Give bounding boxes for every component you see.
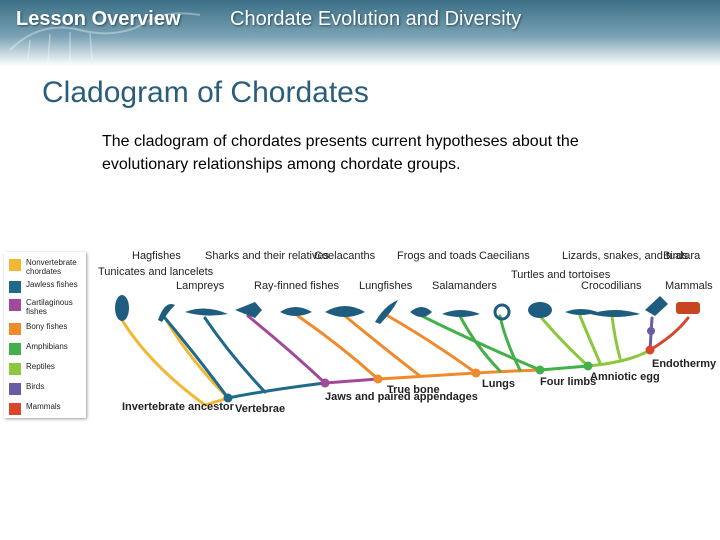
node-birds xyxy=(647,327,655,335)
legend-label: Birds xyxy=(26,382,45,391)
branch-coelacanths xyxy=(343,314,422,378)
cladogram: Tunicates and lancelets Hagfishes Lampre… xyxy=(98,250,717,415)
taxon-label: Lizards, snakes, and tuatara xyxy=(562,250,701,262)
legend-label: Amphibians xyxy=(26,342,68,351)
branch-lampreys xyxy=(203,316,267,394)
hagfish-icon xyxy=(158,304,175,322)
taxon-label: Hagfishes xyxy=(132,250,181,262)
dinosaur-skeleton-icon xyxy=(9,12,201,63)
taxon-label: Caecilians xyxy=(479,250,530,262)
legend-item-cartilaginous: Cartilaginous fishes xyxy=(9,298,84,316)
chapter-title: Chordate Evolution and Diversity xyxy=(230,8,522,30)
taxon-label: Coelacanths xyxy=(314,250,376,262)
legend-swatch xyxy=(9,383,21,395)
taxon-label: Salamanders xyxy=(432,280,497,292)
lamprey-icon xyxy=(185,308,228,316)
node-label: Vertebrae xyxy=(235,403,285,415)
branch-mammals xyxy=(648,316,690,352)
branch-rayfinned xyxy=(296,314,380,381)
rayfinned-fish-icon xyxy=(280,307,312,316)
shark-icon xyxy=(235,302,262,318)
node-endothermy xyxy=(645,345,655,355)
taxon-label: Turtles and tortoises xyxy=(511,269,611,281)
legend-swatch xyxy=(9,323,21,335)
branch-fourlimbs-amniotic xyxy=(538,364,590,372)
legend-item-reptiles: Reptiles xyxy=(9,362,84,375)
legend-swatch xyxy=(9,281,21,293)
legend-label: Jawless fishes xyxy=(26,280,78,289)
frog-icon xyxy=(410,307,432,317)
lizard-icon xyxy=(565,309,598,315)
bird-icon xyxy=(645,296,668,316)
branch-turtles xyxy=(538,314,590,368)
taxon-label: Lampreys xyxy=(176,280,225,292)
coelacanth-icon xyxy=(325,306,365,317)
legend-item-bony: Bony fishes xyxy=(9,322,84,335)
branch-crocodilians xyxy=(610,314,622,360)
slide-header: Lesson Overview Chordate Evolution and D… xyxy=(0,0,720,66)
branch-hagfishes xyxy=(163,316,230,400)
node-label: True bone xyxy=(387,384,440,396)
legend-label: Bony fishes xyxy=(26,322,68,331)
turtle-icon xyxy=(528,302,552,318)
legend-item-jawless: Jawless fishes xyxy=(9,280,84,293)
node-lungs xyxy=(471,368,481,378)
tunicate-icon xyxy=(115,295,129,321)
branch-sharks xyxy=(246,314,327,385)
node-label: Jaws and paired appendages xyxy=(325,391,478,403)
legend-label: Nonvertebrate chordates xyxy=(26,258,77,276)
node-label: Four limbs xyxy=(540,376,596,388)
node-label: Invertebrate ancestor xyxy=(122,401,235,413)
node-jaws xyxy=(320,378,330,388)
legend-item-birds: Birds xyxy=(9,382,84,395)
mammal-icon xyxy=(676,302,700,314)
legend-swatch xyxy=(9,259,21,271)
branch-salamanders xyxy=(458,314,502,373)
crocodile-icon xyxy=(590,310,640,317)
taxon-label: Lungfishes xyxy=(359,280,413,292)
branch-frogs xyxy=(420,314,542,372)
node-label: Lungs xyxy=(482,378,515,390)
taxon-label: Sharks and their relatives xyxy=(205,250,330,262)
node-label: Endothermy xyxy=(652,358,717,370)
lesson-overview-label: Lesson Overview xyxy=(16,8,181,30)
lungfish-icon xyxy=(375,300,398,324)
node-true-bone xyxy=(373,374,383,384)
branch-vertebrae-jaws xyxy=(226,381,327,400)
legend-label: Reptiles xyxy=(26,362,55,371)
branch-truebone-lungs xyxy=(376,371,478,381)
branch-lungs-fourlimbs xyxy=(474,368,542,375)
legend-item-mammals: Mammals xyxy=(9,402,84,415)
legend-swatch xyxy=(9,343,21,355)
branch-tunicates xyxy=(120,318,207,407)
node-four-limbs xyxy=(535,365,545,375)
taxon-label: Crocodilians xyxy=(581,280,642,292)
node-vertebrae xyxy=(223,393,233,403)
taxon-label: Mammals xyxy=(665,280,713,292)
legend: Nonvertebrate chordates Jawless fishes C… xyxy=(4,252,86,418)
caecilian-icon xyxy=(493,303,511,321)
taxon-label: Ray-finned fishes xyxy=(254,280,339,292)
legend-item-amphibians: Amphibians xyxy=(9,342,84,355)
legend-swatch xyxy=(9,363,21,375)
legend-label: Mammals xyxy=(26,402,61,411)
branch-caecilians xyxy=(498,314,522,372)
taxon-label: Frogs and toads xyxy=(397,250,477,262)
taxon-label: Tunicates and lancelets xyxy=(98,266,214,278)
branch-jaws-truebone xyxy=(323,377,380,385)
legend-label: Cartilaginous fishes xyxy=(26,298,73,316)
salamander-icon xyxy=(442,310,480,317)
branch-lungfishes xyxy=(386,314,478,375)
taxon-label: Birds xyxy=(663,250,689,262)
node-label: Amniotic egg xyxy=(590,371,660,383)
animal-silhouettes xyxy=(115,295,700,324)
slide-title: Cladogram of Chordates xyxy=(42,76,369,109)
legend-swatch xyxy=(9,403,21,415)
legend-item-nonvertebrate: Nonvertebrate chordates xyxy=(9,258,84,276)
branch-lizards xyxy=(578,314,602,365)
slide-description: The cladogram of chordates presents curr… xyxy=(102,133,579,173)
node-amniotic-egg xyxy=(583,361,593,371)
legend-swatch xyxy=(9,299,21,311)
